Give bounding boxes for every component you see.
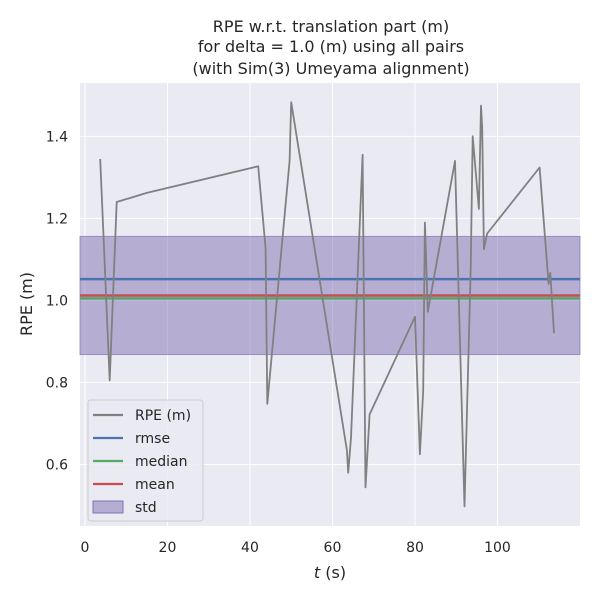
legend-label: median [135, 454, 187, 470]
chart-title-line-2: for delta = 1.0 (m) using all pairs [198, 37, 464, 56]
stat-lines-group [80, 277, 580, 300]
series-line-rpe [99, 101, 555, 508]
y-tick-labels: 0.6 0.8 1.0 1.2 1.4 [46, 129, 68, 473]
legend-label: RPE (m) [135, 408, 191, 424]
x-tick-label: 40 [241, 540, 259, 556]
legend-swatch-std [92, 500, 124, 514]
y-tick-label: 1.0 [46, 293, 68, 309]
legend-label: std [135, 500, 157, 516]
legend-box [87, 399, 204, 522]
y-tick-label: 1.4 [46, 129, 68, 145]
legend-label: mean [135, 477, 175, 493]
series-lines-group [99, 101, 555, 508]
legend: RPE (m) rmse median mean std [87, 399, 204, 522]
chart-title-line-3: (with Sim(3) Umeyama alignment) [192, 59, 469, 78]
x-tick-label: 0 [80, 540, 89, 556]
x-tick-label: 60 [324, 540, 342, 556]
chart-title-line-1: RPE w.r.t. translation part (m) [213, 17, 449, 36]
y-tick-label: 0.6 [46, 457, 68, 473]
x-tick-label: 20 [159, 540, 177, 556]
legend-label: rmse [135, 431, 170, 447]
y-tick-label: 0.8 [46, 375, 68, 391]
chart-title: RPE w.r.t. translation part (m) for delt… [192, 17, 469, 78]
y-axis-label: RPE (m) [17, 272, 36, 336]
x-tick-labels: 0 20 40 60 80 100 [80, 540, 510, 556]
x-axis-label: t (s) [314, 563, 346, 582]
x-tick-label: 100 [484, 540, 511, 556]
x-axis-label-unit: (s) [320, 563, 346, 582]
y-tick-label: 1.2 [46, 211, 68, 227]
x-tick-label: 80 [406, 540, 424, 556]
x-axis-label-variable: t [314, 563, 321, 582]
